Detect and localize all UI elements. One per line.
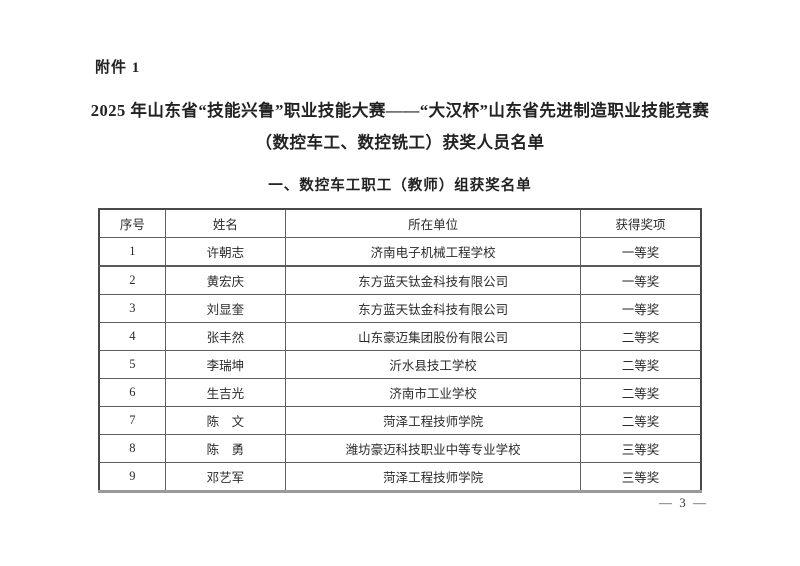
table-cell: 二等奖 — [580, 378, 702, 407]
table-cell: 黄宏庆 — [164, 265, 287, 295]
table-cell: 9 — [98, 462, 166, 492]
table-cell: 8 — [98, 434, 166, 463]
table-cell: 菏泽工程技师学院 — [285, 462, 582, 492]
table-cell: 一等奖 — [580, 237, 702, 267]
table-cell: 张丰然 — [164, 322, 287, 351]
table-row: 2 黄宏庆 东方蓝天钛金科技有限公司 一等奖 — [98, 265, 702, 295]
table-header-cell: 获得奖项 — [580, 208, 702, 238]
document-title: 2025 年山东省“技能兴鲁”职业技能大赛——“大汉杯”山东省先进制造职业技能竞… — [60, 95, 740, 159]
table-header-row: 序号 姓名 所在单位 获得奖项 — [98, 208, 702, 238]
table-cell: 1 — [98, 237, 166, 267]
table-cell: 3 — [98, 294, 166, 323]
table-cell: 刘显奎 — [164, 294, 287, 323]
table-cell: 二等奖 — [580, 406, 702, 435]
table-cell: 沂水县技工学校 — [285, 350, 582, 379]
table-cell: 李瑞坤 — [164, 350, 287, 379]
table-cell: 山东豪迈集团股份有限公司 — [285, 322, 582, 351]
table-cell: 7 — [98, 406, 166, 435]
award-table: 序号 姓名 所在单位 获得奖项 1 许朝志 济南电子机械工程学校 一等奖 2 黄宏庆 东方蓝天钛金… — [98, 208, 702, 493]
page-number: — 3 — — [659, 495, 708, 510]
table-header-cell: 姓名 — [164, 208, 287, 238]
table-cell: 二等奖 — [580, 350, 702, 379]
table-cell: 许朝志 — [164, 237, 287, 267]
section-title: 一、数控车工职工（教师）组获奖名单 — [268, 178, 532, 194]
table-cell: 三等奖 — [580, 462, 702, 492]
table-body: 1 许朝志 济南电子机械工程学校 一等奖 2 黄宏庆 东方蓝天钛金科技有限公司 一等奖 3 刘显奎… — [98, 237, 702, 492]
table-header-cell: 序号 — [98, 208, 166, 238]
document-title-line2: （数控车工、数控铣工）获奖人员名单 — [255, 133, 545, 152]
table-cell: 东方蓝天钛金科技有限公司 — [285, 294, 582, 323]
table-cell: 陈 文 — [164, 406, 287, 435]
table-row: 6 生吉光 济南市工业学校 二等奖 — [98, 378, 702, 407]
table-header: 序号 姓名 所在单位 获得奖项 — [98, 208, 702, 238]
table-row: 9 邓艺军 菏泽工程技师学院 三等奖 — [98, 462, 702, 492]
table-cell: 三等奖 — [580, 434, 702, 463]
table-row: 3 刘显奎 东方蓝天钛金科技有限公司 一等奖 — [98, 294, 702, 323]
award-table-container: 序号 姓名 所在单位 获得奖项 1 许朝志 济南电子机械工程学校 一等奖 2 黄宏庆 东方蓝天钛金… — [98, 208, 702, 493]
table-cell: 一等奖 — [580, 294, 702, 323]
table-row: 5 李瑞坤 沂水县技工学校 二等奖 — [98, 350, 702, 379]
table-cell: 菏泽工程技师学院 — [285, 406, 582, 435]
table-cell: 东方蓝天钛金科技有限公司 — [285, 265, 582, 295]
attachment-label: 附件 1 — [95, 60, 141, 76]
table-row: 4 张丰然 山东豪迈集团股份有限公司 二等奖 — [98, 322, 702, 351]
table-cell: 生吉光 — [164, 378, 287, 407]
table-cell: 潍坊豪迈科技职业中等专业学校 — [285, 434, 582, 463]
table-cell: 济南电子机械工程学校 — [285, 237, 582, 267]
table-row: 1 许朝志 济南电子机械工程学校 一等奖 — [98, 237, 702, 267]
document-title-line1: 2025 年山东省“技能兴鲁”职业技能大赛——“大汉杯”山东省先进制造职业技能竞… — [90, 101, 710, 120]
table-cell: 陈 勇 — [164, 434, 287, 463]
table-cell: 4 — [98, 322, 166, 351]
table-header-cell: 所在单位 — [285, 208, 582, 238]
table-cell: 5 — [98, 350, 166, 379]
table-cell: 2 — [98, 265, 166, 295]
table-cell: 二等奖 — [580, 322, 702, 351]
table-cell: 6 — [98, 378, 166, 407]
table-cell: 一等奖 — [580, 265, 702, 295]
table-cell: 济南市工业学校 — [285, 378, 582, 407]
table-cell: 邓艺军 — [164, 462, 287, 492]
